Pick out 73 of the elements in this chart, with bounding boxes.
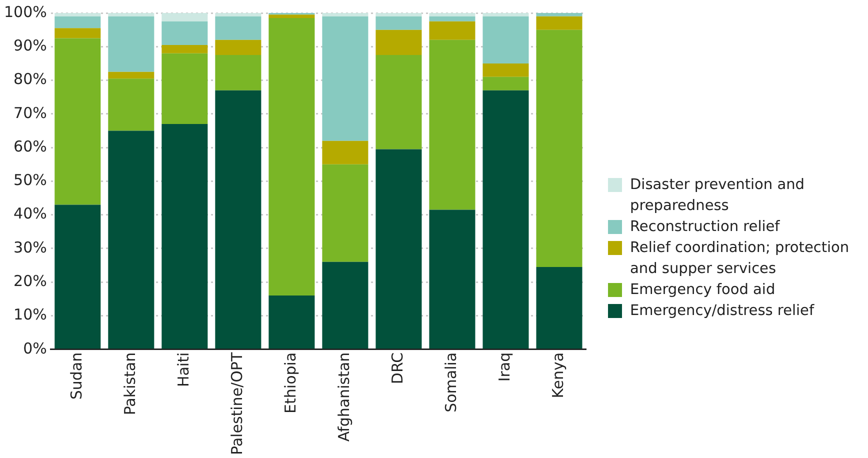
bar [429, 16, 476, 22]
x-tick-label: Pakistan [121, 352, 140, 416]
bar [108, 16, 154, 72]
x-tick-label: Haiti [174, 352, 193, 388]
bar [162, 53, 208, 124]
bar [376, 30, 422, 56]
x-tick-label: Kenya [549, 352, 568, 398]
y-tick-label: 0% [23, 339, 47, 358]
x-tick-label: Ethiopia [282, 352, 300, 414]
y-tick-label: 80% [14, 70, 47, 88]
y-tick-label: 40% [14, 204, 47, 223]
bar [54, 13, 101, 16]
bar [162, 21, 208, 45]
x-tick-label: Palestine/OPT [228, 352, 246, 456]
bar [215, 55, 262, 90]
bar [536, 266, 582, 349]
bar [429, 40, 476, 210]
x-tick-label: Somalia [442, 352, 460, 412]
bar [429, 21, 476, 40]
bar [108, 130, 154, 349]
bar [536, 30, 582, 267]
bar [322, 16, 368, 141]
bar [322, 140, 368, 164]
bar [482, 13, 529, 16]
bar [54, 16, 101, 28]
bar [268, 296, 315, 349]
bar [482, 63, 529, 77]
bar [108, 13, 154, 16]
legend-label: Reconstruction relief [630, 218, 780, 237]
x-tick-label: DRC [388, 352, 407, 384]
bar [376, 55, 422, 150]
bar [54, 38, 101, 205]
bar [536, 16, 582, 30]
bar [215, 90, 262, 349]
bar [108, 72, 154, 79]
bar [429, 210, 476, 349]
legend-label: Emergency/distress relief [630, 302, 814, 321]
y-tick-label: 20% [14, 272, 47, 290]
bar [322, 13, 368, 16]
bar [376, 13, 422, 16]
bar [268, 14, 315, 18]
bar [482, 76, 529, 90]
bar [54, 28, 101, 38]
y-tick-label: 70% [14, 104, 47, 122]
bar [215, 13, 262, 16]
bar [322, 262, 368, 349]
legend-label: Emergency food aid [630, 281, 776, 300]
bar [482, 16, 529, 64]
x-tick-label: Sudan [68, 352, 86, 400]
bar [162, 13, 208, 22]
y-tick-label: 30% [14, 238, 47, 256]
bar [536, 13, 582, 16]
bar [482, 90, 529, 349]
x-tick-label: Afghanistan [335, 352, 354, 442]
bar [108, 78, 154, 131]
legend-label: Relief coordination; protection and supper services [630, 239, 850, 279]
bar [376, 16, 422, 30]
bar [215, 40, 262, 56]
bar [54, 204, 101, 349]
bar [376, 149, 422, 349]
bar [268, 18, 315, 296]
y-tick-label: 100% [4, 2, 47, 21]
y-tick-label: 50% [14, 171, 47, 190]
y-tick-label: 10% [14, 306, 47, 324]
x-tick-label: Iraq [496, 352, 514, 382]
bar [429, 13, 476, 16]
bar [215, 16, 262, 40]
bar [162, 124, 208, 349]
bar [162, 44, 208, 54]
y-tick-label: 60% [14, 137, 47, 156]
legend-label: Disaster prevention and preparedness [630, 176, 806, 216]
bar [322, 164, 368, 262]
y-tick-label: 90% [14, 36, 47, 55]
